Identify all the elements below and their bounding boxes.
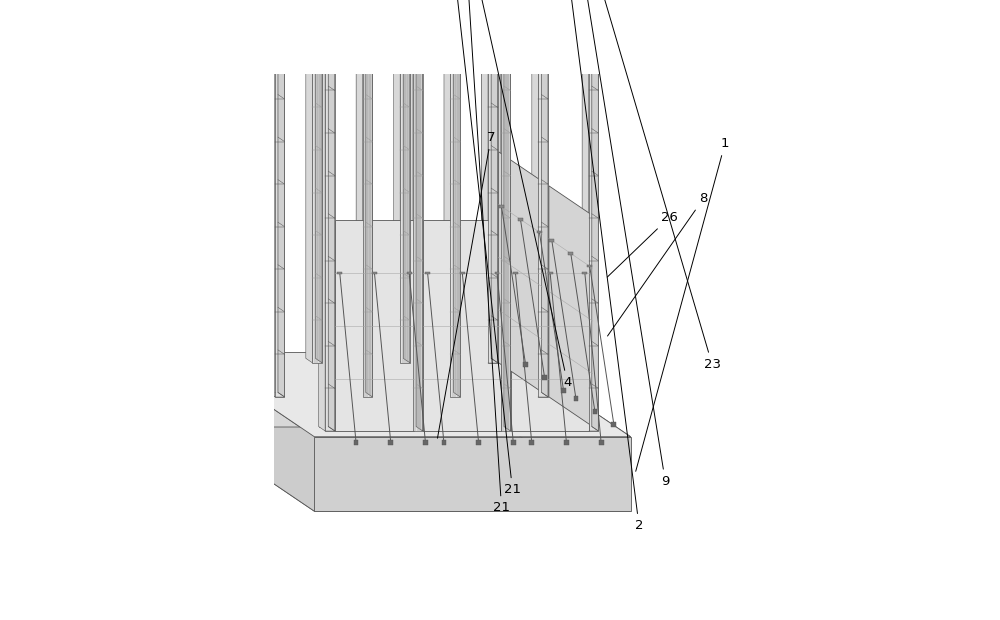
- Polygon shape: [356, 0, 363, 397]
- Polygon shape: [406, 0, 413, 431]
- Polygon shape: [278, 0, 284, 397]
- Polygon shape: [315, 0, 322, 363]
- Polygon shape: [394, 0, 403, 358]
- Polygon shape: [190, 427, 631, 511]
- Polygon shape: [325, 0, 335, 431]
- Bar: [611, 422, 616, 427]
- Text: 21: 21: [372, 0, 521, 496]
- Polygon shape: [319, 0, 328, 427]
- Bar: [564, 440, 569, 445]
- Text: 8: 8: [608, 192, 708, 336]
- Polygon shape: [406, 0, 416, 427]
- Bar: [574, 396, 578, 401]
- Bar: [513, 272, 518, 274]
- Polygon shape: [275, 0, 284, 397]
- Polygon shape: [218, 0, 228, 358]
- Bar: [523, 362, 528, 367]
- Bar: [561, 388, 566, 393]
- Bar: [372, 272, 377, 274]
- Polygon shape: [592, 0, 598, 431]
- Text: 7: 7: [437, 131, 495, 438]
- Bar: [587, 265, 592, 267]
- Polygon shape: [190, 353, 631, 436]
- Polygon shape: [218, 0, 224, 363]
- Polygon shape: [394, 0, 400, 363]
- Polygon shape: [491, 0, 498, 363]
- Polygon shape: [538, 0, 548, 397]
- Polygon shape: [312, 0, 322, 363]
- Polygon shape: [481, 0, 491, 358]
- Bar: [582, 272, 587, 274]
- Polygon shape: [589, 0, 598, 431]
- Bar: [549, 239, 554, 242]
- Polygon shape: [403, 0, 410, 363]
- Polygon shape: [444, 0, 450, 397]
- Bar: [476, 440, 481, 445]
- Bar: [354, 440, 358, 445]
- Polygon shape: [582, 0, 592, 427]
- Polygon shape: [549, 186, 593, 427]
- Polygon shape: [499, 152, 542, 392]
- Bar: [548, 272, 553, 274]
- Bar: [388, 440, 393, 445]
- Polygon shape: [541, 0, 548, 397]
- Polygon shape: [506, 353, 631, 512]
- Bar: [499, 205, 504, 208]
- Polygon shape: [190, 353, 506, 427]
- Polygon shape: [335, 220, 414, 432]
- Polygon shape: [356, 0, 366, 392]
- Polygon shape: [314, 436, 631, 511]
- Polygon shape: [511, 220, 589, 432]
- Text: 21: 21: [422, 0, 510, 515]
- Polygon shape: [454, 0, 460, 397]
- Polygon shape: [319, 0, 325, 431]
- Text: 23: 23: [546, 0, 721, 371]
- Polygon shape: [450, 0, 460, 397]
- Bar: [407, 272, 412, 274]
- Bar: [511, 440, 516, 445]
- Polygon shape: [306, 0, 315, 358]
- Bar: [599, 440, 604, 445]
- Bar: [568, 252, 573, 255]
- Bar: [442, 440, 446, 445]
- Text: 26: 26: [607, 211, 678, 277]
- Polygon shape: [494, 0, 504, 427]
- Text: 9: 9: [460, 0, 669, 488]
- Bar: [542, 375, 547, 380]
- Text: 4: 4: [452, 0, 572, 389]
- Polygon shape: [423, 220, 501, 432]
- Bar: [495, 272, 499, 274]
- Bar: [423, 440, 428, 445]
- Polygon shape: [532, 0, 541, 392]
- Polygon shape: [306, 0, 312, 363]
- Polygon shape: [268, 0, 275, 397]
- Polygon shape: [366, 0, 372, 397]
- Polygon shape: [328, 0, 335, 431]
- Polygon shape: [488, 0, 498, 363]
- Polygon shape: [228, 0, 234, 363]
- Polygon shape: [444, 0, 454, 392]
- Polygon shape: [416, 0, 423, 431]
- Polygon shape: [494, 0, 501, 431]
- Polygon shape: [268, 0, 278, 392]
- Text: 1: 1: [636, 137, 729, 471]
- Polygon shape: [501, 0, 510, 431]
- Polygon shape: [363, 0, 372, 397]
- Polygon shape: [400, 0, 410, 363]
- Bar: [337, 272, 342, 274]
- Polygon shape: [481, 0, 488, 363]
- Bar: [529, 440, 534, 445]
- Bar: [460, 272, 465, 274]
- Bar: [425, 272, 430, 274]
- Bar: [593, 409, 597, 414]
- Polygon shape: [190, 353, 314, 512]
- Polygon shape: [224, 0, 234, 363]
- Bar: [518, 218, 523, 221]
- Bar: [537, 231, 542, 233]
- Text: 2: 2: [470, 0, 643, 532]
- Polygon shape: [504, 0, 510, 431]
- Polygon shape: [582, 0, 589, 431]
- Polygon shape: [532, 0, 538, 397]
- Polygon shape: [413, 0, 423, 431]
